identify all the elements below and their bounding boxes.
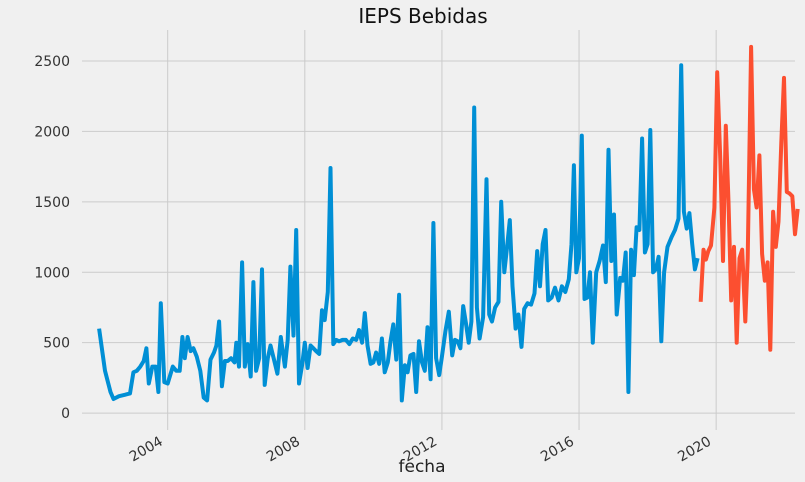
series-group (97, 44, 800, 403)
chart-title: IEPS Bebidas (358, 4, 487, 28)
y-tick-label: 1500 (34, 195, 70, 211)
y-tick-label: 0 (61, 406, 70, 422)
y-tick-label: 2500 (34, 54, 70, 70)
series-line-2 (698, 44, 800, 352)
y-tick-label: 1000 (34, 265, 70, 281)
series-line-1 (97, 63, 700, 403)
y-tick-label: 2000 (34, 124, 70, 140)
x-axis-label: fecha (399, 457, 446, 477)
y-tick-labels: 0 500 1000 1500 2000 2500 (34, 54, 70, 422)
y-tick-label: 500 (43, 336, 70, 352)
